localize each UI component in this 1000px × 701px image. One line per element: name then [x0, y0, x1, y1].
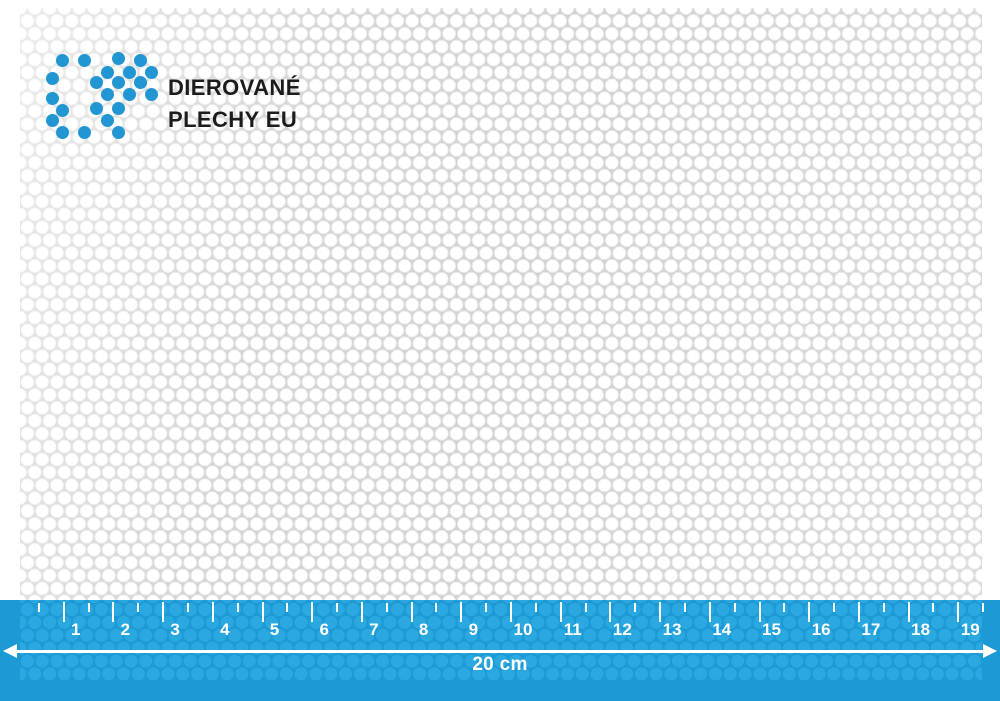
ruler-footer-band [0, 680, 1000, 701]
ruler-number-label: 1 [70, 620, 81, 639]
ruler-number-label: 10 [513, 620, 533, 639]
ruler-number-label: 5 [269, 620, 280, 639]
ruler-tick-major [758, 602, 761, 622]
ruler-tick-minor [87, 603, 90, 612]
ruler-number-label: 6 [319, 620, 329, 639]
ruler-tick-major [261, 602, 264, 622]
ruler-number-label: 17 [861, 620, 881, 639]
ruler-tick-minor [584, 603, 587, 612]
logo-dot [112, 102, 125, 115]
logo-dot-matrix [46, 52, 168, 144]
ruler-number-label: 16 [811, 620, 831, 639]
ruler-tick-minor [37, 603, 40, 612]
ruler-tick-minor [186, 603, 189, 612]
total-length-label: 20 cm [472, 654, 528, 675]
ruler-tick-major [659, 602, 662, 622]
logo-wordmark-line2: PLECHY EU [168, 107, 298, 132]
logo-dot [90, 102, 103, 115]
measure-line [14, 650, 986, 653]
ruler-tick-minor [137, 603, 140, 612]
logo-wordmark-line1: DIEROVANÉ [168, 75, 301, 100]
ruler-number-label: 2 [120, 620, 131, 639]
ruler-tick-minor [485, 603, 488, 612]
logo-dot [123, 88, 136, 101]
ruler-tick-major [410, 602, 413, 622]
logo-dot [90, 76, 103, 89]
ruler-number-label: 8 [418, 620, 429, 639]
ruler-number-label: 9 [468, 620, 479, 639]
logo-dot [101, 88, 114, 101]
ruler-tick-major [808, 602, 811, 622]
ruler-tick-major [559, 602, 562, 622]
logo-dot [46, 72, 59, 85]
ruler-tick-minor [932, 603, 935, 612]
ruler-tick-minor [982, 603, 985, 612]
logo-dot [46, 114, 59, 127]
ruler-tick-major [857, 602, 860, 622]
logo-dot [123, 66, 136, 79]
ruler-number-label: 13 [662, 620, 682, 639]
ruler-tick-minor [634, 603, 637, 612]
arrow-left-icon [3, 644, 17, 658]
ruler-tick-minor [336, 603, 339, 612]
ruler-tick-major [62, 602, 65, 622]
logo-dot [56, 126, 69, 139]
brand-logo: DIEROVANÉ PLECHY EU [46, 52, 326, 144]
ruler-tick-minor [286, 603, 289, 612]
logo-dot [46, 92, 59, 105]
ruler-number-label: 4 [220, 620, 230, 639]
logo-dot [78, 54, 91, 67]
ruler-tick-major [708, 602, 711, 622]
ruler-tick-major [460, 602, 463, 622]
logo-dot [145, 88, 158, 101]
ruler-tick-major [112, 602, 115, 622]
logo-dot [134, 54, 147, 67]
ruler-tick-minor [733, 603, 736, 612]
ruler-tick-scale: 1 2 3 4 5 6 7 8 9 10 11 12 13 14 15 16 17 18 19 [0, 600, 1000, 646]
ruler-number-label: 14 [712, 620, 732, 639]
logo-wordmark: DIEROVANÉ PLECHY EU [168, 72, 328, 136]
ruler-perforation-pattern [20, 600, 982, 680]
ruler-tick-major [211, 602, 214, 622]
ruler-tick-minor [236, 603, 239, 612]
logo-dot [101, 114, 114, 127]
arrow-right-icon [983, 644, 997, 658]
ruler-number-label: 3 [170, 620, 180, 639]
ruler-tick-minor [833, 603, 836, 612]
logo-dot [112, 52, 125, 65]
ruler-number-label: 18 [911, 620, 931, 639]
ruler-tick-minor [435, 603, 438, 612]
ruler-tick-minor [783, 603, 786, 612]
ruler-tick-minor [882, 603, 885, 612]
logo-dot [112, 126, 125, 139]
ruler-tick-major [510, 602, 512, 622]
ruler-number-label: 7 [369, 620, 379, 639]
logo-dot [56, 54, 69, 67]
ruler-number-label: 15 [762, 620, 781, 639]
logo-dot [56, 104, 69, 117]
ruler-tick-major [957, 602, 960, 622]
ruler-tick-major [162, 602, 165, 622]
logo-dot [145, 66, 158, 79]
logo-dot [101, 66, 114, 79]
ruler-tick-major [907, 602, 910, 622]
ruler-number-label: 12 [612, 620, 632, 639]
ruler-tick-minor [534, 603, 537, 612]
scale-ruler: 1 2 3 4 5 6 7 8 9 10 11 12 13 14 15 16 17 18 19 20 cm [0, 600, 1000, 701]
logo-dot [134, 76, 147, 89]
ruler-number-label: 11 [563, 620, 582, 639]
logo-dot [112, 76, 125, 89]
ruler-tick-major [609, 602, 612, 622]
ruler-tick-major [311, 602, 314, 622]
ruler-measure-arrow [0, 644, 1000, 660]
ruler-tick-minor [385, 603, 388, 612]
ruler-number-label: 19 [960, 620, 980, 639]
ruler-tick-minor [683, 603, 686, 612]
logo-dot [78, 126, 91, 139]
ruler-tick-major [360, 602, 363, 622]
